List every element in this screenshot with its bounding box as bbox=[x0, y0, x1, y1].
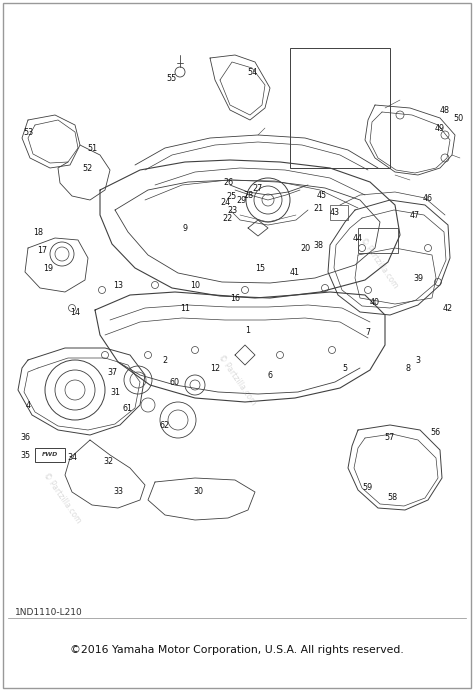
Text: 11: 11 bbox=[180, 303, 190, 312]
Text: 37: 37 bbox=[107, 368, 117, 377]
Text: ©2016 Yamaha Motor Corporation, U.S.A. All rights reserved.: ©2016 Yamaha Motor Corporation, U.S.A. A… bbox=[70, 645, 404, 655]
Bar bbox=[358, 228, 398, 253]
Text: 6: 6 bbox=[267, 370, 273, 379]
Text: 1: 1 bbox=[246, 325, 250, 334]
Text: 7: 7 bbox=[365, 328, 371, 337]
Text: 34: 34 bbox=[67, 453, 77, 462]
Text: 51: 51 bbox=[87, 144, 97, 153]
Text: 21: 21 bbox=[313, 204, 323, 213]
Text: 60: 60 bbox=[170, 377, 180, 386]
Text: 22: 22 bbox=[223, 214, 233, 223]
Text: 3: 3 bbox=[416, 355, 420, 364]
Text: 39: 39 bbox=[413, 274, 423, 283]
Text: © Partzilla.com: © Partzilla.com bbox=[358, 236, 400, 290]
Text: 32: 32 bbox=[103, 457, 113, 466]
Text: 20: 20 bbox=[300, 243, 310, 252]
Text: 48: 48 bbox=[440, 106, 450, 115]
Text: 8: 8 bbox=[405, 363, 410, 372]
Text: 38: 38 bbox=[313, 240, 323, 249]
Text: 10: 10 bbox=[190, 281, 200, 290]
Bar bbox=[35, 448, 65, 462]
Text: 58: 58 bbox=[387, 493, 397, 502]
Text: 14: 14 bbox=[70, 307, 80, 316]
Bar bbox=[290, 48, 390, 168]
Text: 47: 47 bbox=[410, 211, 420, 220]
Text: 9: 9 bbox=[182, 223, 188, 232]
Text: © Partzilla.com: © Partzilla.com bbox=[41, 471, 82, 524]
Text: 29: 29 bbox=[237, 196, 247, 205]
Text: 33: 33 bbox=[113, 487, 123, 497]
Text: 31: 31 bbox=[110, 388, 120, 397]
Text: 30: 30 bbox=[193, 487, 203, 497]
Text: 46: 46 bbox=[423, 193, 433, 202]
Text: 13: 13 bbox=[113, 281, 123, 290]
Text: 43: 43 bbox=[330, 207, 340, 216]
Text: 5: 5 bbox=[342, 363, 347, 372]
Text: 24: 24 bbox=[220, 198, 230, 207]
Text: 42: 42 bbox=[443, 303, 453, 312]
Text: 55: 55 bbox=[167, 73, 177, 82]
Text: 45: 45 bbox=[317, 191, 327, 200]
Text: 26: 26 bbox=[223, 178, 233, 187]
Text: 28: 28 bbox=[243, 191, 253, 200]
Text: 56: 56 bbox=[430, 428, 440, 437]
Text: 23: 23 bbox=[227, 205, 237, 214]
Text: 53: 53 bbox=[23, 128, 33, 137]
Text: 18: 18 bbox=[33, 227, 43, 236]
Text: 52: 52 bbox=[83, 164, 93, 173]
Text: 4: 4 bbox=[26, 401, 30, 410]
Text: 36: 36 bbox=[20, 433, 30, 442]
Text: 57: 57 bbox=[385, 433, 395, 442]
Bar bbox=[330, 205, 348, 220]
Text: 62: 62 bbox=[160, 421, 170, 430]
Text: 2: 2 bbox=[163, 355, 168, 364]
Text: FWD: FWD bbox=[42, 453, 58, 457]
Text: 12: 12 bbox=[210, 363, 220, 372]
Text: 49: 49 bbox=[435, 124, 445, 133]
Text: 1ND1110-L210: 1ND1110-L210 bbox=[15, 608, 83, 617]
Text: 19: 19 bbox=[43, 263, 53, 272]
Text: 50: 50 bbox=[453, 113, 463, 122]
Text: 41: 41 bbox=[290, 267, 300, 276]
Text: 40: 40 bbox=[370, 298, 380, 307]
Text: 27: 27 bbox=[253, 184, 263, 193]
Text: 59: 59 bbox=[363, 484, 373, 493]
Text: © Partzilla.com: © Partzilla.com bbox=[216, 353, 258, 407]
Text: 61: 61 bbox=[123, 404, 133, 413]
Text: 15: 15 bbox=[255, 263, 265, 272]
Text: 54: 54 bbox=[247, 68, 257, 77]
Text: 44: 44 bbox=[353, 234, 363, 243]
Text: 25: 25 bbox=[227, 191, 237, 200]
Text: 16: 16 bbox=[230, 294, 240, 303]
Text: 17: 17 bbox=[37, 245, 47, 254]
Text: 35: 35 bbox=[20, 451, 30, 460]
